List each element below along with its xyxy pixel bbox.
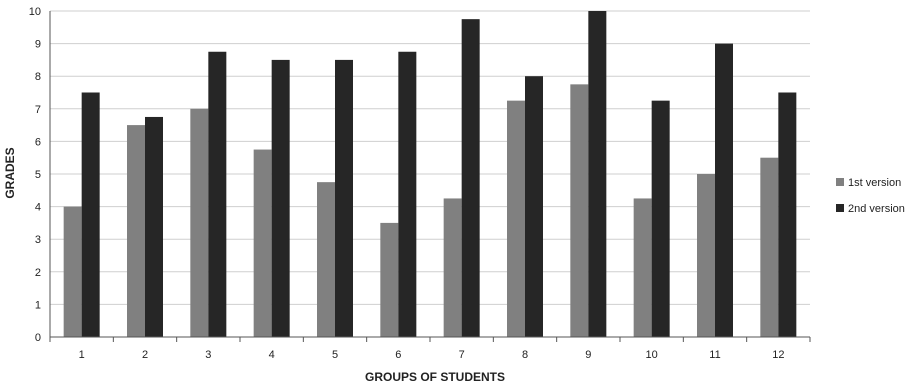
bar-series-1-group-4 [253,149,272,337]
legend-label-series-2: 2nd version [848,203,905,215]
bar-series-1-group-7 [443,198,462,337]
x-tick-label: 9 [585,349,591,361]
axes [49,11,811,342]
bar-series-1-group-8 [507,100,525,338]
x-tick-label: 11 [709,349,720,361]
x-tick-label: 10 [646,349,658,361]
bar-series-1-group-11 [697,174,715,337]
x-tick-label: 2 [142,349,148,361]
bar-series-2-group-5 [335,59,353,338]
bar-series-2-group-9 [588,11,607,337]
bar-series-2-group-2 [145,116,163,337]
x-tick-labels: 1 2 3 4 5 6 7 8 9 10 11 12 [79,349,785,361]
bar-series-2-group-4 [271,59,290,338]
bar-series-1-group-2 [127,125,145,337]
y-tick-label: 1 [35,299,41,311]
bar-series-1-group-12 [760,157,779,337]
x-tick-label: 12 [772,349,784,361]
bar-series-2-group-7 [461,19,480,338]
bar-series-1-group-1 [63,206,82,337]
y-tick-label: 10 [29,6,41,18]
x-axis-title: GROUPS OF STUDENTS [365,370,505,384]
y-tick-label: 9 [35,39,41,51]
legend-swatch-series-1 [836,178,844,186]
y-tick-label: 4 [35,202,41,214]
y-tick-label: 7 [35,104,41,116]
y-tick-label: 6 [35,136,41,148]
bar-series-2-group-3 [208,51,227,337]
legend: 1st version 2nd version [836,177,905,215]
x-tick-label: 7 [459,349,465,361]
bars [63,11,797,338]
x-tick-label: 5 [332,349,338,361]
legend-swatch-series-2 [836,204,844,212]
bar-series-2-group-10 [651,100,670,338]
bar-series-2-group-1 [81,92,100,337]
bar-series-2-group-8 [525,76,543,337]
x-tick-label: 4 [269,349,275,361]
x-tick-label: 1 [79,349,85,361]
bar-series-1-group-10 [633,198,652,337]
y-tick-label: 8 [35,71,41,83]
x-tick-label: 8 [522,349,528,361]
bar-series-1-group-6 [380,222,399,337]
x-tick-label: 6 [395,349,401,361]
legend-label-series-1: 1st version [848,177,901,189]
y-axis-title: GRADES [3,147,17,198]
y-tick-label: 2 [35,267,41,279]
bar-series-2-group-11 [715,43,733,337]
bar-series-1-group-5 [317,182,335,337]
gridlines [50,10,810,305]
x-tick-label: 3 [205,349,211,361]
y-tick-labels: 0 1 2 3 4 5 6 7 8 9 10 [29,6,41,344]
bar-series-1-group-9 [570,84,589,337]
y-tick-label: 0 [35,332,41,344]
bar-series-1-group-3 [190,108,209,337]
y-tick-label: 3 [35,234,41,246]
y-tick-label: 5 [35,169,41,181]
bar-series-2-group-12 [778,92,797,337]
bar-series-2-group-6 [398,51,417,337]
